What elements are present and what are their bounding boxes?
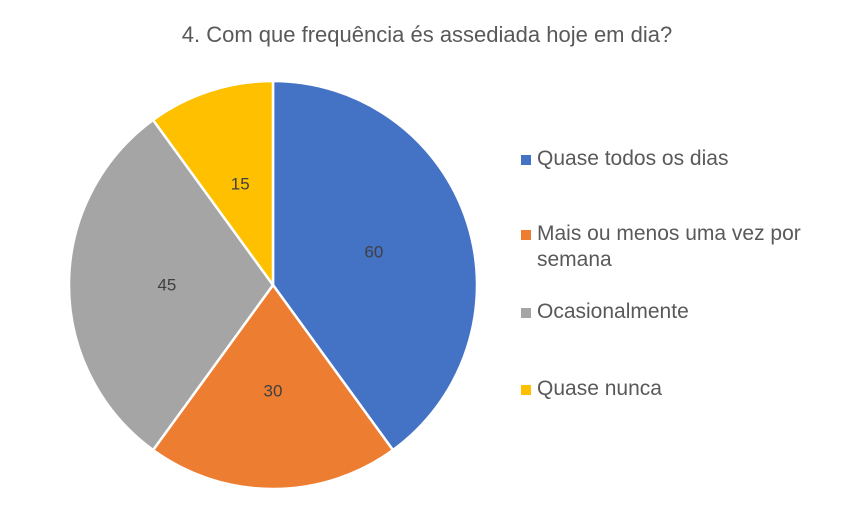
legend-swatch-ocasionalmente [521, 308, 531, 318]
pie-slice-mais-ou-menos [151, 283, 395, 491]
legend-item-quase-todos-os-dias: Quase todos os dias [521, 146, 837, 172]
chart-title: 4. Com que frequência és assediada hoje … [181, 22, 673, 47]
pie-slice-quase-nunca [151, 79, 275, 287]
data-label-quase-todos-os-dias: 60 [364, 243, 383, 262]
data-label-quase-nunca: 15 [231, 175, 250, 194]
legend-item-mais-ou-menos: Mais ou menos uma vez por semana [521, 221, 837, 273]
legend-label-mais-ou-menos: Mais ou menos uma vez por semana [537, 222, 801, 271]
data-label-mais-ou-menos: 30 [264, 382, 283, 401]
legend-swatch-mais-ou-menos [521, 230, 531, 240]
legend-item-ocasionalmente: Ocasionalmente [521, 299, 837, 325]
legend-label-ocasionalmente: Ocasionalmente [537, 300, 689, 323]
legend-item-quase-nunca: Quase nunca [521, 376, 837, 402]
data-label-ocasionalmente: 45 [157, 276, 176, 295]
pie-slice-quase-todos-os-dias [271, 79, 479, 452]
legend-label-quase-todos-os-dias: Quase todos os dias [537, 147, 729, 170]
legend-label-quase-nunca: Quase nunca [537, 377, 662, 400]
legend-swatch-quase-todos-os-dias [521, 155, 531, 165]
legend-swatch-quase-nunca [521, 385, 531, 395]
pie-slice-ocasionalmente [67, 118, 275, 452]
